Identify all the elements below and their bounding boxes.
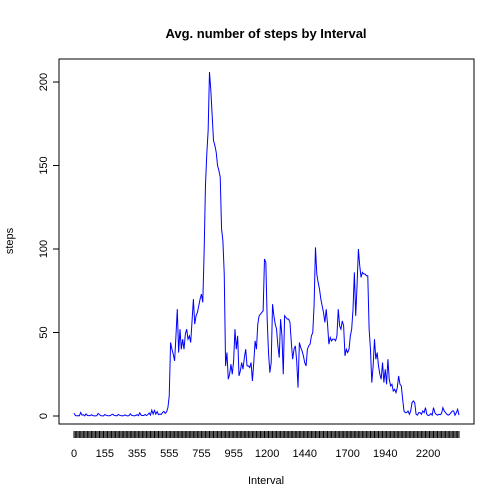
y-tick-label-1: 50	[38, 326, 50, 338]
chart-title: Avg. number of steps by Interval	[165, 26, 366, 41]
y-tick-label-0: 0	[38, 413, 50, 419]
x-tick-label-6: 1200	[255, 448, 279, 460]
x-axis: 0 155 355 555 755 955 1200 1440 1700 1940 2200	[71, 431, 460, 460]
y-tick-label-2: 100	[38, 240, 50, 258]
x-tick-label-1: 155	[96, 448, 114, 460]
y-axis-label: steps	[4, 227, 16, 254]
x-axis-label: Interval	[248, 475, 284, 487]
x-tick-label-10: 2200	[416, 448, 440, 460]
x-tick-label-8: 1700	[335, 448, 359, 460]
x-tick-label-7: 1440	[292, 448, 316, 460]
x-tick-label-5: 955	[224, 448, 242, 460]
x-tick-label-2: 355	[128, 448, 146, 460]
y-tick-label-4: 200	[38, 73, 50, 91]
y-axis: 0 50 100 150 200	[38, 73, 59, 419]
y-tick-label-3: 150	[38, 156, 50, 174]
x-tick-label-3: 555	[160, 448, 178, 460]
plot-area	[58, 58, 475, 425]
plot-frame	[58, 58, 475, 425]
series-line-steps	[73, 71, 460, 417]
x-tick-label-9: 1940	[373, 448, 397, 460]
x-tick-label-0: 0	[71, 448, 77, 460]
x-tick-label-4: 755	[192, 448, 210, 460]
